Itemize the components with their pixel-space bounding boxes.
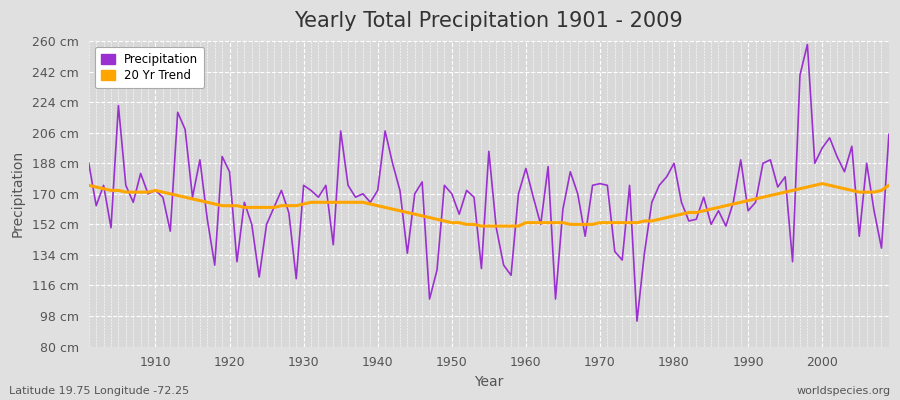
Title: Yearly Total Precipitation 1901 - 2009: Yearly Total Precipitation 1901 - 2009: [294, 11, 683, 31]
Text: worldspecies.org: worldspecies.org: [796, 386, 891, 396]
X-axis label: Year: Year: [474, 375, 503, 389]
Y-axis label: Precipitation: Precipitation: [11, 150, 25, 237]
Legend: Precipitation, 20 Yr Trend: Precipitation, 20 Yr Trend: [94, 47, 204, 88]
Text: Latitude 19.75 Longitude -72.25: Latitude 19.75 Longitude -72.25: [9, 386, 189, 396]
